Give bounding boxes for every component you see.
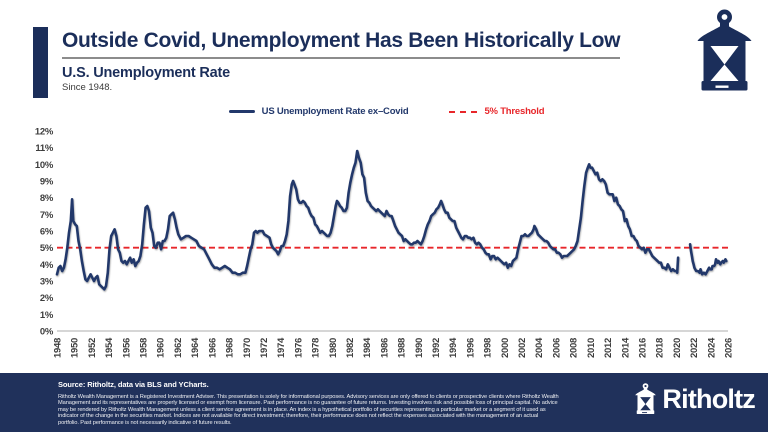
svg-text:10%: 10%: [35, 160, 54, 171]
svg-text:1966: 1966: [207, 338, 218, 358]
brand-wordmark: Ritholtz: [662, 383, 755, 414]
svg-text:1990: 1990: [414, 338, 425, 358]
svg-text:12%: 12%: [35, 127, 54, 138]
svg-text:7%: 7%: [40, 210, 54, 221]
header: Outside Covid, Unemployment Has Been His…: [62, 29, 621, 93]
svg-text:2024: 2024: [706, 337, 717, 358]
disclaimer-line: Management and its representatives are p…: [58, 400, 558, 407]
svg-text:1988: 1988: [397, 338, 408, 358]
unemployment-line-chart: 0% 1% 2% 3% 4% 5% 6% 7% 8% 9% 10% 11% 12% 1948 1950 195…: [35, 127, 735, 358]
svg-text:1948: 1948: [53, 338, 64, 358]
svg-text:1992: 1992: [431, 338, 442, 358]
svg-text:9%: 9%: [40, 177, 54, 188]
svg-text:2006: 2006: [551, 338, 562, 358]
series-line-swatch: [228, 110, 255, 113]
svg-text:1956: 1956: [121, 338, 132, 358]
page-title: Outside Covid, Unemployment Has Been His…: [62, 29, 621, 59]
threshold-line-swatch: [449, 110, 478, 113]
svg-text:1996: 1996: [465, 338, 476, 358]
lantern-icon: [697, 9, 752, 91]
svg-text:1%: 1%: [40, 310, 54, 321]
svg-text:2014: 2014: [620, 337, 631, 358]
ritholtz-logo: Ritholtz: [634, 383, 756, 415]
svg-text:2012: 2012: [603, 338, 614, 358]
svg-text:6%: 6%: [40, 227, 54, 238]
chart-subtitle: U.S. Unemployment Rate: [62, 65, 231, 81]
svg-text:1958: 1958: [139, 338, 150, 358]
svg-text:11%: 11%: [35, 143, 53, 154]
svg-text:1962: 1962: [173, 338, 184, 358]
svg-text:2026: 2026: [724, 338, 735, 358]
source-note: Source: Ritholtz, data via BLS and YChar…: [58, 380, 209, 389]
svg-text:2018: 2018: [655, 338, 666, 358]
svg-text:2000: 2000: [500, 338, 511, 358]
header-accent-bar: [33, 27, 48, 98]
svg-text:1982: 1982: [345, 338, 356, 358]
svg-text:1986: 1986: [379, 338, 390, 358]
threshold-legend-label: 5% Threshold: [484, 106, 545, 117]
svg-text:3%: 3%: [40, 277, 54, 288]
svg-text:2022: 2022: [689, 338, 700, 358]
disclaimer: Ritholtz Wealth Management is a Register…: [58, 394, 610, 426]
chart-subnote: Since 1948.: [62, 82, 113, 93]
svg-text:1976: 1976: [293, 338, 304, 358]
svg-text:2008: 2008: [569, 338, 580, 358]
svg-text:2020: 2020: [672, 338, 683, 358]
svg-text:5%: 5%: [40, 243, 54, 254]
svg-text:1998: 1998: [483, 338, 494, 358]
svg-text:1978: 1978: [311, 338, 322, 358]
svg-text:1952: 1952: [87, 338, 98, 358]
footer: Source: Ritholtz, data via BLS and YChar…: [0, 373, 768, 432]
svg-text:2004: 2004: [534, 337, 545, 358]
svg-text:1972: 1972: [259, 338, 270, 358]
svg-text:8%: 8%: [40, 193, 54, 204]
svg-text:1974: 1974: [276, 337, 287, 358]
svg-text:1954: 1954: [104, 337, 115, 358]
lantern-icon-footer: [635, 383, 657, 415]
svg-text:4%: 4%: [40, 260, 54, 271]
disclaimer-line: portfolio. Past performance is not neces…: [58, 419, 232, 426]
footer-text: Source: Ritholtz, data via BLS and YChar…: [58, 380, 610, 426]
svg-text:1968: 1968: [225, 338, 236, 358]
svg-text:1994: 1994: [448, 337, 459, 358]
disclaimer-line: indicator of the change in the securitie…: [58, 413, 539, 420]
svg-text:2016: 2016: [638, 338, 649, 358]
disclaimer-line: Ritholtz Wealth Management is a Register…: [58, 394, 559, 400]
svg-text:2010: 2010: [586, 338, 597, 358]
svg-text:2%: 2%: [40, 293, 54, 304]
svg-text:1970: 1970: [242, 338, 253, 358]
series-legend-label: US Unemployment Rate ex–Covid: [261, 106, 409, 117]
svg-text:1980: 1980: [328, 338, 339, 358]
chart-legend: US Unemployment Rate ex–Covid 5% Thresho…: [28, 106, 745, 117]
disclaimer-line: may be rendered by Ritholtz Wealth Manag…: [58, 406, 546, 413]
svg-text:1960: 1960: [156, 338, 167, 358]
svg-text:1964: 1964: [190, 337, 201, 358]
svg-text:2002: 2002: [517, 338, 528, 358]
svg-text:1950: 1950: [70, 338, 81, 358]
svg-text:0%: 0%: [40, 327, 54, 338]
svg-text:1984: 1984: [362, 337, 373, 358]
